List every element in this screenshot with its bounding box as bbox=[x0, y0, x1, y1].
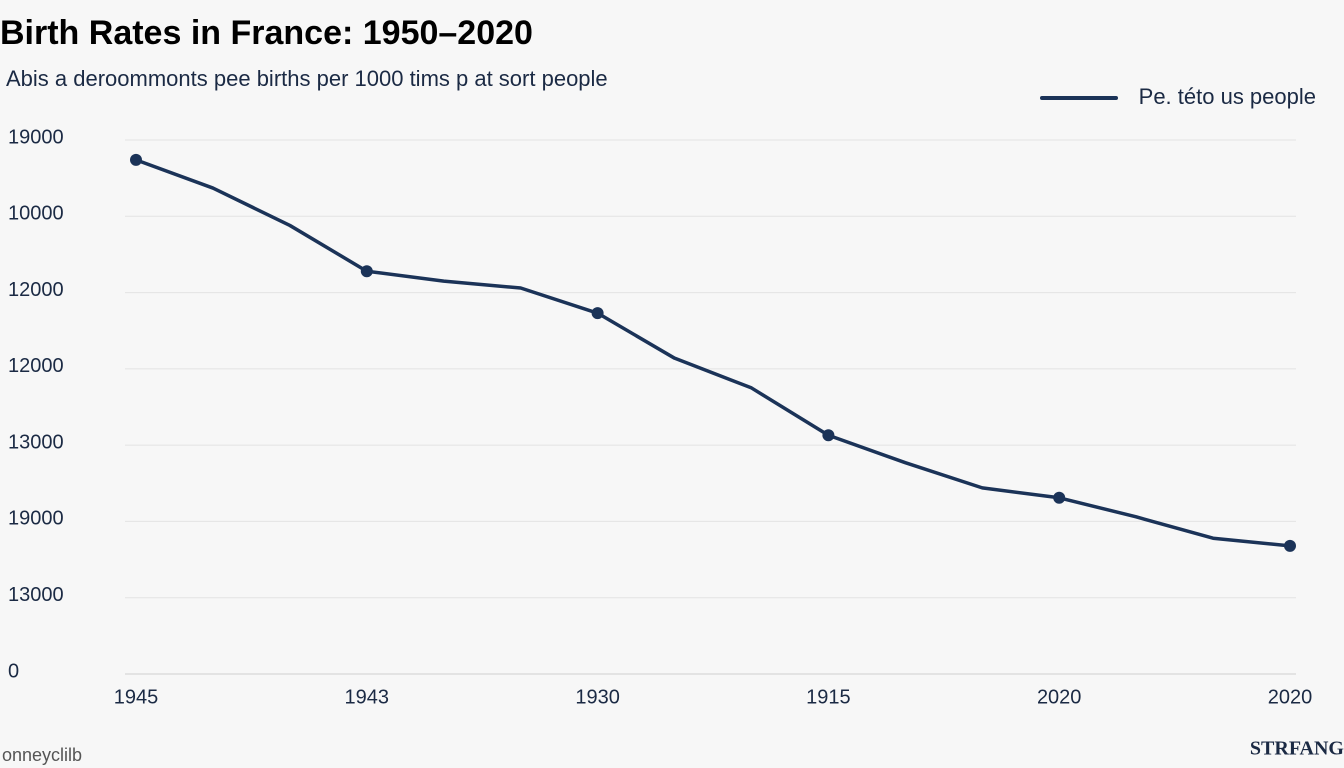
y-tick-label: 19000 bbox=[8, 508, 64, 530]
y-tick-label: 0 bbox=[8, 660, 19, 682]
marker bbox=[822, 429, 835, 442]
legend-label: Pe. této us people bbox=[1139, 84, 1316, 109]
footer-right: STRFANG bbox=[1250, 738, 1344, 760]
y-tick-label: 19000 bbox=[8, 126, 64, 148]
marker bbox=[130, 153, 142, 166]
x-tick-label: 1943 bbox=[345, 686, 390, 708]
y-tick-label: 13000 bbox=[8, 584, 64, 606]
marker bbox=[591, 307, 604, 320]
line bbox=[135, 158, 1291, 548]
marker bbox=[360, 265, 373, 278]
footer-left: onneyclilb bbox=[2, 745, 82, 765]
y-tick-label: 13000 bbox=[8, 431, 64, 453]
x-tick-label: 2020 bbox=[1268, 686, 1313, 708]
y-tick-label: 10000 bbox=[8, 203, 64, 225]
marker bbox=[1053, 491, 1066, 504]
chart-subtitle: Abis a deroommonts pee births per 1000 t… bbox=[6, 66, 608, 91]
y-tick-label: 12000 bbox=[8, 279, 64, 301]
y-tick-label: 12000 bbox=[8, 355, 64, 377]
x-tick-label: 2020 bbox=[1037, 686, 1082, 708]
chart-title: Birth Rates in France: 1950–2020 bbox=[0, 14, 533, 52]
x-tick-label: 1945 bbox=[114, 686, 159, 708]
marker bbox=[1284, 539, 1296, 552]
x-tick-label: 1930 bbox=[575, 686, 620, 708]
x-tick-label: 1915 bbox=[806, 686, 851, 708]
